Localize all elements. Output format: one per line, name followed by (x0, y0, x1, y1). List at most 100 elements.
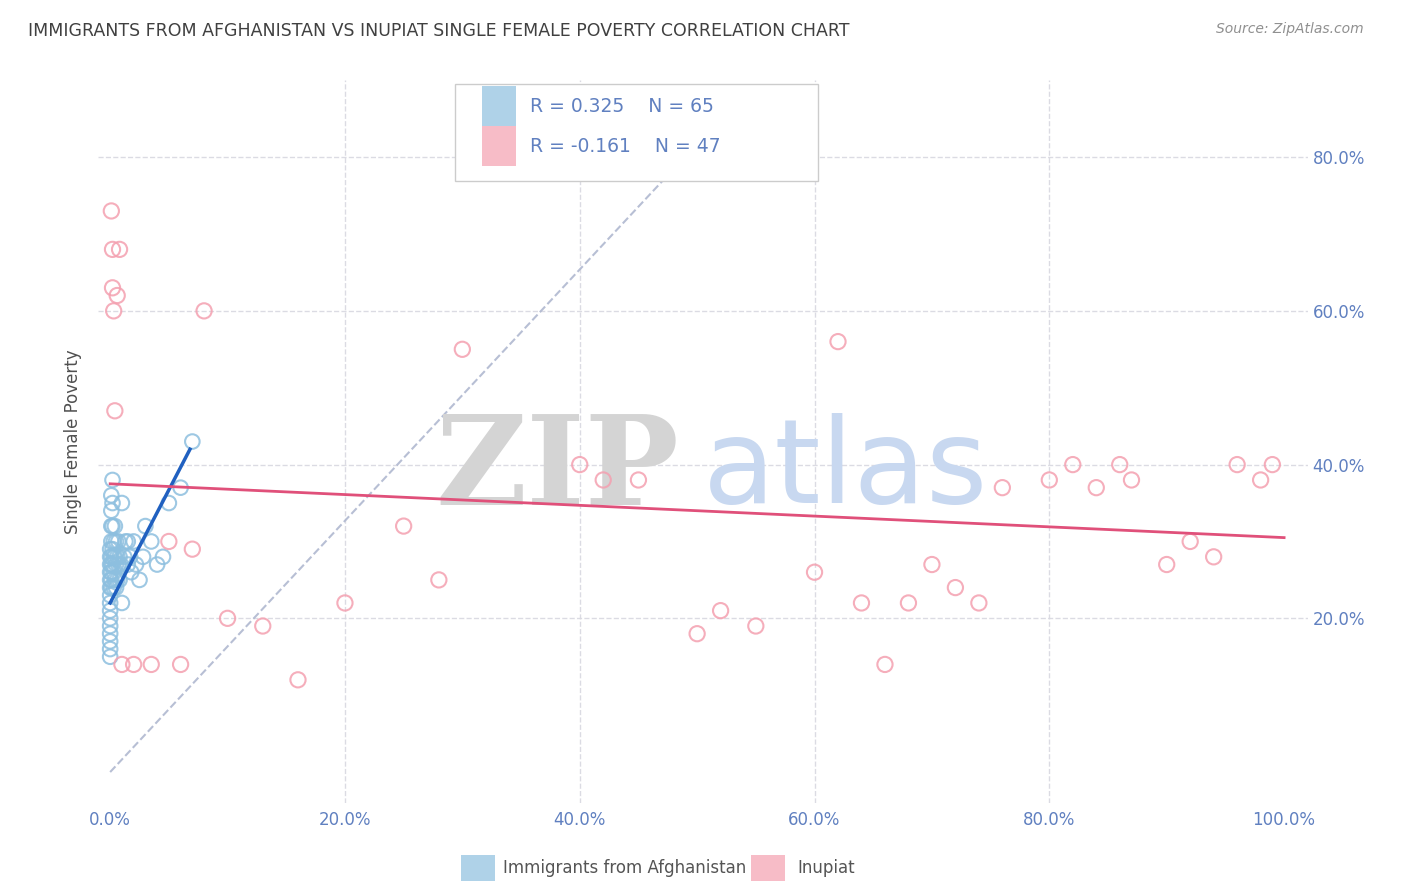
Text: R = -0.161    N = 47: R = -0.161 N = 47 (530, 136, 721, 155)
Point (1121, 473, 1143, 487)
Point (98, 626, 121, 640)
Point (427, 573, 450, 587)
Point (101, 558, 124, 572)
Point (1062, 458, 1084, 472)
Point (117, 558, 139, 572)
Point (107, 558, 129, 572)
Point (98, 619, 121, 633)
Point (100, 565, 122, 579)
Point (103, 304, 125, 318)
Point (101, 281, 124, 295)
Point (897, 596, 920, 610)
Point (105, 534, 128, 549)
FancyBboxPatch shape (751, 855, 785, 880)
Point (122, 657, 145, 672)
Point (141, 534, 163, 549)
FancyBboxPatch shape (482, 87, 516, 126)
Point (100, 573, 122, 587)
Point (287, 673, 309, 687)
Point (1038, 473, 1060, 487)
Point (181, 434, 204, 449)
Point (217, 611, 239, 625)
Point (967, 596, 990, 610)
Point (120, 549, 142, 564)
Point (98, 649, 121, 664)
Point (1085, 481, 1108, 495)
Point (141, 657, 163, 672)
Y-axis label: Single Female Poverty: Single Female Poverty (65, 350, 83, 533)
Point (100, 203, 122, 218)
Point (945, 581, 967, 595)
Point (181, 542, 204, 557)
Point (103, 565, 125, 579)
FancyBboxPatch shape (456, 84, 818, 181)
Point (108, 573, 131, 587)
Point (592, 473, 614, 487)
Point (100, 549, 122, 564)
Point (157, 496, 180, 510)
Point (98, 604, 121, 618)
Point (112, 549, 135, 564)
Text: R = 0.325    N = 65: R = 0.325 N = 65 (530, 96, 714, 116)
Point (98, 573, 121, 587)
Point (157, 534, 180, 549)
Point (851, 596, 873, 610)
Point (108, 549, 131, 564)
Point (568, 458, 591, 472)
Point (111, 596, 134, 610)
Point (103, 581, 125, 595)
Point (101, 473, 124, 487)
Point (101, 542, 124, 557)
Text: Inupiat: Inupiat (797, 859, 855, 877)
Point (392, 519, 415, 533)
Point (101, 496, 124, 510)
Point (169, 481, 191, 495)
Point (104, 519, 127, 533)
Point (921, 558, 943, 572)
Point (98, 542, 121, 557)
Text: Immigrants from Afghanistan: Immigrants from Afghanistan (503, 859, 747, 877)
Point (98, 581, 121, 595)
Point (98, 565, 121, 579)
Point (103, 549, 125, 564)
Point (105, 288, 128, 302)
Point (98, 611, 121, 625)
Point (104, 573, 127, 587)
Point (1202, 549, 1225, 564)
Point (104, 549, 127, 564)
Point (122, 534, 145, 549)
Point (98, 558, 121, 572)
FancyBboxPatch shape (461, 855, 495, 880)
Point (101, 519, 124, 533)
Point (101, 243, 124, 257)
Point (1250, 473, 1272, 487)
Point (710, 604, 733, 618)
Point (105, 558, 128, 572)
Text: Source: ZipAtlas.com: Source: ZipAtlas.com (1216, 22, 1364, 37)
Point (1108, 458, 1130, 472)
Point (98, 634, 121, 648)
Point (827, 334, 849, 349)
Point (193, 304, 215, 318)
Point (128, 573, 150, 587)
Point (873, 657, 896, 672)
Point (105, 581, 128, 595)
Point (100, 558, 122, 572)
Point (105, 573, 128, 587)
Point (100, 488, 122, 502)
Point (100, 504, 122, 518)
Point (627, 473, 650, 487)
Point (686, 626, 709, 640)
Point (100, 519, 122, 533)
Point (169, 657, 191, 672)
Point (132, 549, 155, 564)
Point (111, 496, 134, 510)
Point (107, 534, 129, 549)
Point (98, 642, 121, 657)
Point (1226, 458, 1249, 472)
Text: IMMIGRANTS FROM AFGHANISTAN VS INUPIAT SINGLE FEMALE POVERTY CORRELATION CHART: IMMIGRANTS FROM AFGHANISTAN VS INUPIAT S… (28, 22, 849, 40)
Point (745, 619, 768, 633)
Point (100, 534, 122, 549)
Point (103, 534, 125, 549)
Point (1156, 558, 1178, 572)
